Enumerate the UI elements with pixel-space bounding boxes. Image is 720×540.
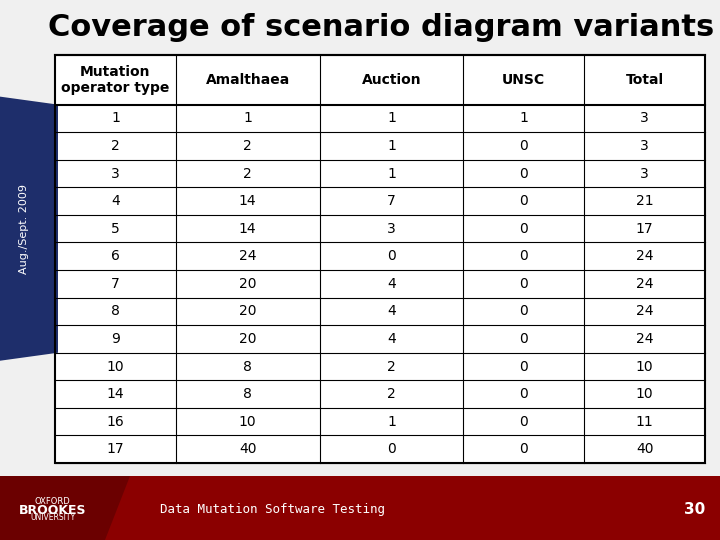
Text: 20: 20 (239, 305, 256, 319)
Text: 3: 3 (111, 166, 120, 180)
Text: 10: 10 (107, 360, 125, 374)
Text: 40: 40 (239, 442, 256, 456)
Text: 2: 2 (243, 166, 252, 180)
Text: 4: 4 (387, 305, 396, 319)
Text: Amalthaea: Amalthaea (206, 73, 290, 87)
Text: 4: 4 (111, 194, 120, 208)
Text: Data Mutation Software Testing: Data Mutation Software Testing (160, 503, 385, 516)
Text: 4: 4 (387, 332, 396, 346)
Polygon shape (105, 476, 130, 540)
Text: OXFORD: OXFORD (35, 497, 71, 507)
Bar (55, 55, 705, 463)
Text: 14: 14 (239, 222, 256, 235)
Text: 6: 6 (111, 249, 120, 263)
Text: 24: 24 (636, 305, 653, 319)
Text: 17: 17 (107, 442, 125, 456)
Text: BROOKES: BROOKES (19, 503, 86, 516)
Text: 3: 3 (640, 111, 649, 125)
Text: 0: 0 (519, 332, 528, 346)
Text: 0: 0 (519, 249, 528, 263)
Text: 2: 2 (111, 139, 120, 153)
Text: 0: 0 (519, 139, 528, 153)
Text: Mutation
operator type: Mutation operator type (61, 65, 170, 95)
Text: 40: 40 (636, 442, 653, 456)
Text: 21: 21 (636, 194, 653, 208)
Text: 7: 7 (111, 277, 120, 291)
Text: UNIVERSITY: UNIVERSITY (30, 514, 75, 523)
Text: 24: 24 (239, 249, 256, 263)
Text: 0: 0 (519, 194, 528, 208)
Text: 1: 1 (243, 111, 252, 125)
Text: 0: 0 (519, 277, 528, 291)
Text: 1: 1 (519, 111, 528, 125)
Text: 1: 1 (111, 111, 120, 125)
Text: 1: 1 (387, 166, 396, 180)
Text: 2: 2 (243, 139, 252, 153)
Text: 10: 10 (239, 415, 256, 429)
Bar (0, 476, 720, 540)
Text: 0: 0 (519, 360, 528, 374)
Text: 0: 0 (519, 305, 528, 319)
Text: 8: 8 (111, 305, 120, 319)
Text: 14: 14 (239, 194, 256, 208)
Text: 17: 17 (636, 222, 653, 235)
Polygon shape (0, 97, 58, 361)
Text: 14: 14 (107, 387, 125, 401)
Text: 5: 5 (111, 222, 120, 235)
Text: 20: 20 (239, 332, 256, 346)
Text: 0: 0 (519, 442, 528, 456)
Text: 2: 2 (387, 387, 396, 401)
Text: 1: 1 (387, 139, 396, 153)
Text: 0: 0 (519, 166, 528, 180)
Text: Aug./Sept. 2009: Aug./Sept. 2009 (19, 184, 29, 274)
Text: 24: 24 (636, 332, 653, 346)
Text: 8: 8 (243, 387, 252, 401)
Text: 0: 0 (519, 415, 528, 429)
Text: 0: 0 (519, 222, 528, 235)
Text: 1: 1 (387, 111, 396, 125)
Text: 1: 1 (387, 415, 396, 429)
Text: Coverage of scenario diagram variants: Coverage of scenario diagram variants (48, 14, 715, 43)
Text: 3: 3 (640, 166, 649, 180)
Text: Total: Total (626, 73, 664, 87)
Text: 10: 10 (636, 360, 653, 374)
Text: 10: 10 (636, 387, 653, 401)
Text: Auction: Auction (361, 73, 421, 87)
Text: 24: 24 (636, 277, 653, 291)
Text: 3: 3 (387, 222, 396, 235)
Text: 0: 0 (387, 442, 396, 456)
Text: 20: 20 (239, 277, 256, 291)
Bar (0, 476, 105, 540)
Text: 3: 3 (640, 139, 649, 153)
Text: 2: 2 (387, 360, 396, 374)
Text: 30: 30 (684, 503, 705, 517)
Text: UNSC: UNSC (502, 73, 545, 87)
Text: 0: 0 (387, 249, 396, 263)
Bar (55, 55, 705, 463)
Text: 24: 24 (636, 249, 653, 263)
Text: 9: 9 (111, 332, 120, 346)
Text: 7: 7 (387, 194, 396, 208)
Text: 8: 8 (243, 360, 252, 374)
Text: 11: 11 (636, 415, 654, 429)
Text: 0: 0 (519, 387, 528, 401)
Text: 16: 16 (107, 415, 125, 429)
Text: 4: 4 (387, 277, 396, 291)
